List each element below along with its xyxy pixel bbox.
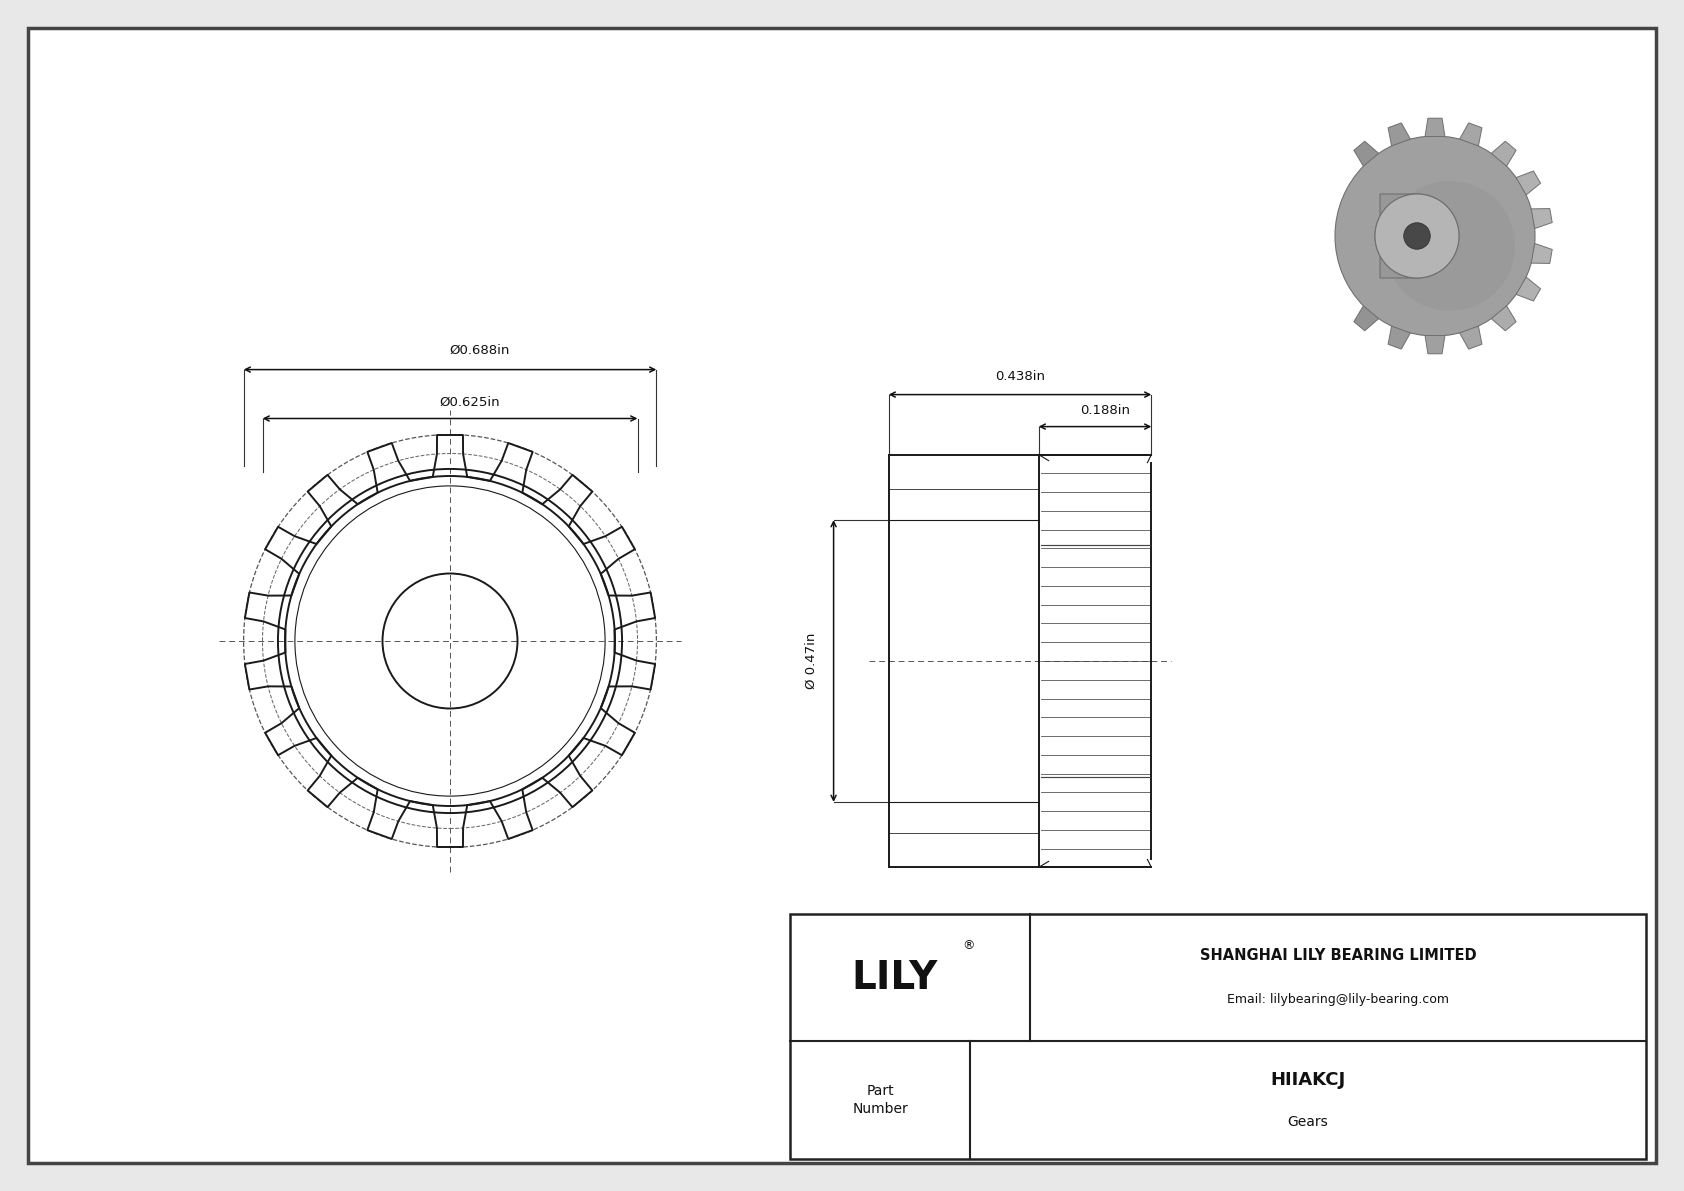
Polygon shape bbox=[1492, 142, 1516, 167]
Text: HIIAKCJ: HIIAKCJ bbox=[1270, 1071, 1346, 1090]
Text: LILY: LILY bbox=[852, 959, 938, 997]
Text: Ø0.688in: Ø0.688in bbox=[450, 343, 510, 356]
Polygon shape bbox=[1388, 326, 1411, 349]
FancyBboxPatch shape bbox=[1379, 194, 1418, 278]
Circle shape bbox=[1404, 223, 1430, 249]
Polygon shape bbox=[1354, 142, 1379, 167]
Polygon shape bbox=[1531, 243, 1553, 263]
Text: ®: ® bbox=[962, 940, 975, 952]
Ellipse shape bbox=[1384, 181, 1516, 311]
Text: 0.188in: 0.188in bbox=[1079, 404, 1130, 417]
Polygon shape bbox=[1460, 123, 1482, 146]
Circle shape bbox=[1404, 223, 1430, 249]
Text: Gears: Gears bbox=[1288, 1115, 1329, 1129]
Polygon shape bbox=[1354, 306, 1379, 331]
Polygon shape bbox=[1425, 118, 1445, 137]
Polygon shape bbox=[1492, 306, 1516, 331]
Text: SHANGHAI LILY BEARING LIMITED: SHANGHAI LILY BEARING LIMITED bbox=[1199, 948, 1477, 964]
Polygon shape bbox=[1388, 123, 1411, 146]
Circle shape bbox=[1376, 194, 1458, 278]
Polygon shape bbox=[1425, 336, 1445, 354]
Text: Part
Number: Part Number bbox=[852, 1084, 908, 1116]
Polygon shape bbox=[1531, 208, 1553, 229]
Polygon shape bbox=[1516, 278, 1541, 301]
Text: 0.438in: 0.438in bbox=[995, 369, 1046, 382]
Text: Ø0.625in: Ø0.625in bbox=[440, 395, 500, 409]
Polygon shape bbox=[1460, 326, 1482, 349]
Text: Ø 0.47in: Ø 0.47in bbox=[805, 632, 818, 690]
Polygon shape bbox=[1516, 172, 1541, 195]
Circle shape bbox=[1335, 136, 1536, 336]
Text: Email: lilybearing@lily-bearing.com: Email: lilybearing@lily-bearing.com bbox=[1228, 993, 1448, 1006]
Circle shape bbox=[1376, 194, 1458, 278]
Bar bbox=[790, 913, 1645, 1159]
